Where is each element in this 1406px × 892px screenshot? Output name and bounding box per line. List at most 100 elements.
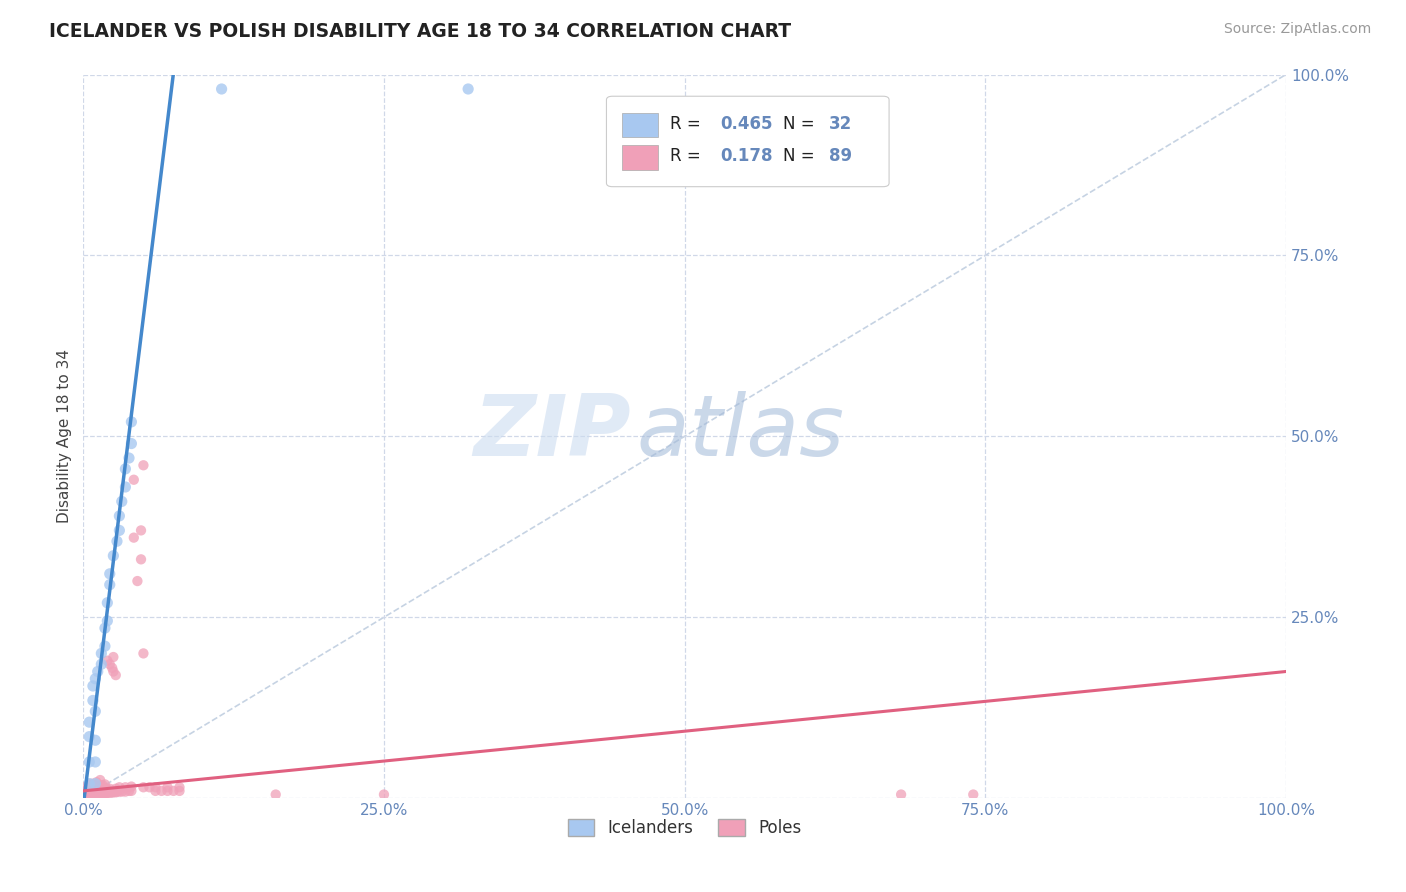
Point — [105, 534, 128, 549]
Point — [87, 784, 110, 798]
Point — [94, 786, 117, 800]
Point — [89, 779, 111, 793]
Point — [79, 789, 101, 803]
Text: R =: R = — [671, 115, 706, 133]
FancyBboxPatch shape — [621, 113, 658, 137]
Point — [94, 782, 117, 797]
Point — [156, 780, 179, 795]
Point — [84, 778, 107, 792]
Point — [169, 784, 191, 798]
Point — [84, 781, 107, 796]
Point — [120, 415, 142, 429]
Point — [114, 462, 136, 476]
Point — [77, 789, 100, 803]
Point — [114, 480, 136, 494]
Point — [98, 566, 121, 581]
Point — [79, 786, 101, 800]
Point — [72, 784, 94, 798]
Point — [79, 787, 101, 801]
Point — [132, 780, 155, 795]
Point — [101, 785, 124, 799]
Point — [96, 596, 118, 610]
Point — [127, 574, 149, 588]
Text: Source: ZipAtlas.com: Source: ZipAtlas.com — [1223, 22, 1371, 37]
Point — [98, 577, 121, 591]
Point — [84, 733, 107, 747]
Point — [89, 772, 111, 787]
Point — [120, 436, 142, 450]
Point — [96, 614, 118, 628]
Point — [114, 784, 136, 798]
Point — [103, 549, 125, 563]
Point — [90, 783, 112, 797]
Text: atlas: atlas — [637, 392, 845, 475]
Point — [84, 785, 107, 799]
Point — [84, 672, 107, 686]
Point — [90, 657, 112, 672]
Point — [93, 787, 115, 801]
Point — [103, 785, 125, 799]
Point — [120, 780, 142, 794]
Point — [890, 788, 912, 802]
Point — [79, 782, 101, 797]
Point — [87, 665, 110, 679]
Point — [108, 508, 131, 523]
Point — [83, 780, 105, 795]
Point — [86, 775, 108, 789]
FancyBboxPatch shape — [606, 96, 889, 186]
Point — [118, 450, 141, 465]
Point — [82, 785, 104, 799]
Point — [86, 780, 108, 795]
Point — [80, 781, 103, 796]
Point — [79, 784, 101, 798]
Point — [108, 784, 131, 798]
Point — [103, 665, 125, 679]
Point — [108, 524, 131, 538]
Point — [87, 780, 110, 795]
Point — [118, 784, 141, 798]
Point — [72, 780, 94, 795]
Point — [373, 788, 395, 802]
Point — [90, 647, 112, 661]
Point — [87, 784, 110, 798]
Point — [84, 777, 107, 791]
Point — [120, 784, 142, 798]
Text: 89: 89 — [830, 147, 852, 165]
Point — [80, 777, 103, 791]
Point — [104, 785, 127, 799]
Point — [79, 789, 101, 803]
Point — [86, 788, 108, 802]
Point — [108, 780, 131, 795]
Point — [83, 788, 105, 802]
Text: 32: 32 — [830, 115, 852, 133]
Point — [122, 531, 145, 545]
Point — [82, 789, 104, 803]
Point — [87, 788, 110, 802]
Point — [962, 788, 984, 802]
Point — [105, 784, 128, 798]
Text: ICELANDER VS POLISH DISABILITY AGE 18 TO 34 CORRELATION CHART: ICELANDER VS POLISH DISABILITY AGE 18 TO… — [49, 22, 792, 41]
Point — [83, 784, 105, 798]
Point — [82, 679, 104, 693]
Point — [96, 782, 118, 797]
Point — [94, 639, 117, 653]
Point — [94, 777, 117, 791]
FancyBboxPatch shape — [621, 145, 658, 170]
Point — [162, 784, 184, 798]
Point — [96, 786, 118, 800]
Point — [264, 788, 287, 802]
Point — [91, 783, 114, 797]
Text: ZIP: ZIP — [472, 392, 630, 475]
Text: R =: R = — [671, 147, 711, 165]
Point — [93, 782, 115, 797]
Point — [82, 781, 104, 796]
Point — [122, 473, 145, 487]
Point — [103, 650, 125, 665]
Point — [91, 787, 114, 801]
Point — [84, 789, 107, 803]
Point — [457, 82, 479, 96]
Point — [86, 784, 108, 798]
Point — [101, 661, 124, 675]
Point — [132, 647, 155, 661]
Text: N =: N = — [783, 147, 820, 165]
